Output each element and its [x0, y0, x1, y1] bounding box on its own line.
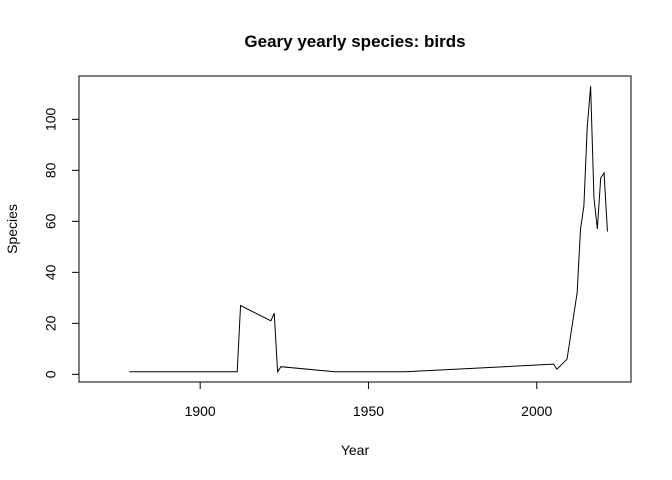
chart-title: Geary yearly species: birds	[244, 32, 465, 51]
y-tick-label: 40	[43, 264, 59, 280]
x-tick-label: 2000	[521, 403, 552, 419]
y-tick-label: 80	[43, 162, 59, 178]
y-tick-label: 0	[43, 370, 59, 378]
series-line	[129, 86, 608, 374]
x-tick-label: 1950	[353, 403, 384, 419]
y-axis-label: Species	[4, 204, 20, 254]
y-tick-label: 60	[43, 213, 59, 229]
plot-frame	[78, 75, 632, 383]
y-tick-label: 100	[43, 107, 59, 131]
y-tick-label: 20	[43, 315, 59, 331]
x-ticks: 1900 1950 2000	[185, 382, 553, 419]
x-axis-label: Year	[341, 442, 370, 458]
x-tick-label: 1900	[185, 403, 216, 419]
y-ticks: 0 20 40 60 80 100	[43, 107, 79, 378]
